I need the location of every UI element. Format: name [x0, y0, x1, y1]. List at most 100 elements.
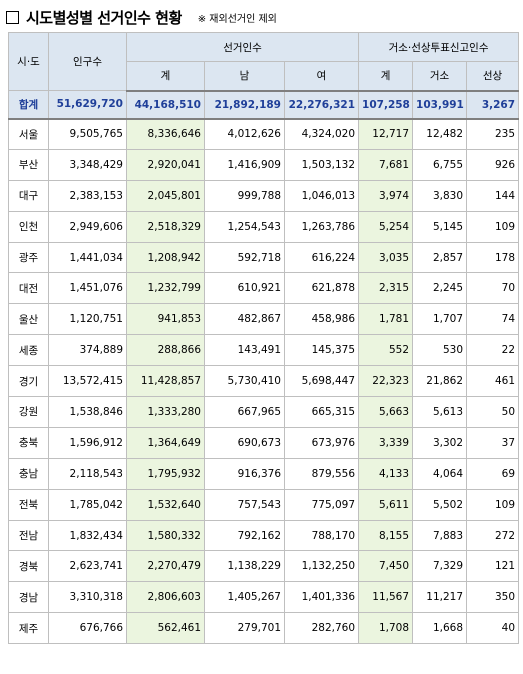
value-cell: 5,145 [412, 210, 468, 243]
value-cell: 51,629,720 [48, 90, 127, 120]
value-cell: 22 [466, 334, 520, 367]
value-cell: 1,441,034 [48, 241, 127, 274]
header-cell: 인구수 [48, 32, 127, 91]
table-row: 세종 374,889 288,866 143,491 145,375 552 530 22 [8, 334, 520, 367]
value-cell: 143,491 [204, 334, 285, 367]
value-cell: 673,976 [283, 426, 360, 459]
value-cell: 3,302 [412, 426, 468, 459]
value-cell: 1,263,786 [283, 210, 360, 243]
region-cell: 충남 [8, 457, 49, 490]
header-cell: 거소·선상투표신고인수 [358, 32, 520, 62]
region-cell: 전북 [8, 488, 49, 521]
region-cell: 광주 [8, 241, 49, 274]
value-cell: 1,532,640 [126, 488, 205, 521]
region-cell: 경기 [8, 365, 49, 398]
value-cell: 676,766 [48, 612, 127, 645]
value-cell: 5,613 [412, 396, 468, 428]
value-cell: 288,866 [126, 334, 205, 367]
value-cell: 5,698,447 [283, 365, 360, 398]
value-cell: 7,450 [358, 550, 414, 583]
value-cell: 11,217 [412, 581, 468, 614]
value-cell: 1,416,909 [204, 148, 285, 181]
value-cell: 1,707 [412, 303, 468, 336]
value-cell: 3,339 [358, 426, 414, 459]
value-cell: 999,788 [204, 179, 285, 212]
value-cell: 12,717 [358, 118, 414, 150]
value-cell: 2,920,041 [126, 148, 205, 181]
value-cell: 69 [466, 457, 520, 490]
header-cell: 계 [358, 61, 414, 92]
header-cell: 선상 [466, 61, 520, 92]
value-cell: 22,323 [358, 365, 414, 398]
value-cell: 8,336,646 [126, 118, 205, 150]
value-cell: 2,270,479 [126, 550, 205, 583]
table-row: 인천 2,949,606 2,518,329 1,254,543 1,263,786 5,… [8, 210, 520, 243]
value-cell: 4,133 [358, 457, 414, 490]
value-cell: 1,832,434 [48, 519, 127, 552]
title: 시도별성별 선거인수 현황 [26, 8, 182, 27]
value-cell: 11,567 [358, 581, 414, 614]
value-cell: 4,064 [412, 457, 468, 490]
value-cell: 1,503,132 [283, 148, 360, 181]
value-cell: 2,383,153 [48, 179, 127, 212]
header-cell: 시·도 [8, 32, 49, 91]
value-cell: 21,892,189 [204, 90, 285, 120]
bullet-box [6, 10, 19, 24]
value-cell: 5,254 [358, 210, 414, 243]
table-body: 합계 51,629,720 44,168,510 21,892,189 22,276,3… [8, 90, 520, 645]
value-cell: 3,348,429 [48, 148, 127, 181]
value-cell: 621,878 [283, 272, 360, 305]
table-row: 대구 2,383,153 2,045,801 999,788 1,046,013 3,97… [8, 179, 520, 212]
table-row: 전북 1,785,042 1,532,640 757,543 775,097 5,611 5… [8, 488, 520, 521]
value-cell: 775,097 [283, 488, 360, 521]
value-cell: 667,965 [204, 396, 285, 428]
value-cell: 107,258 [358, 90, 414, 120]
value-cell: 145,375 [283, 334, 360, 367]
value-cell: 1,451,076 [48, 272, 127, 305]
table-row: 울산 1,120,751 941,853 482,867 458,986 1,781 1,7… [8, 303, 520, 336]
value-cell: 2,315 [358, 272, 414, 305]
value-cell: 7,329 [412, 550, 468, 583]
value-cell: 144 [466, 179, 520, 212]
value-cell: 3,830 [412, 179, 468, 212]
value-cell: 235 [466, 118, 520, 150]
value-cell: 350 [466, 581, 520, 614]
value-cell: 941,853 [126, 303, 205, 336]
value-cell: 1,132,250 [283, 550, 360, 583]
value-cell: 5,730,410 [204, 365, 285, 398]
value-cell: 616,224 [283, 241, 360, 274]
value-cell: 282,760 [283, 612, 360, 645]
header: 시도별성별 선거인수 현황 ※ 재외선거인 제외 [6, 6, 277, 28]
value-cell: 2,245 [412, 272, 468, 305]
value-cell: 70 [466, 272, 520, 305]
table-row: 광주 1,441,034 1,208,942 592,718 616,224 3,035 2… [8, 241, 520, 274]
value-cell: 6,755 [412, 148, 468, 181]
table-row: 충남 2,118,543 1,795,932 916,376 879,556 4,133 4… [8, 457, 520, 490]
value-cell: 178 [466, 241, 520, 274]
value-cell: 109 [466, 488, 520, 521]
value-cell: 3,267 [466, 90, 520, 120]
value-cell: 2,949,606 [48, 210, 127, 243]
value-cell: 1,580,332 [126, 519, 205, 552]
table-row: 전남 1,832,434 1,580,332 792,162 788,170 8,155 7… [8, 519, 520, 552]
value-cell: 7,681 [358, 148, 414, 181]
value-cell: 562,461 [126, 612, 205, 645]
value-cell: 1,254,543 [204, 210, 285, 243]
value-cell: 1,232,799 [126, 272, 205, 305]
value-cell: 9,505,765 [48, 118, 127, 150]
region-cell: 울산 [8, 303, 49, 336]
value-cell: 8,155 [358, 519, 414, 552]
value-cell: 461 [466, 365, 520, 398]
value-cell: 610,921 [204, 272, 285, 305]
region-cell: 경북 [8, 550, 49, 583]
table-row: 대전 1,451,076 1,232,799 610,921 621,878 2,315 2… [8, 272, 520, 305]
region-cell: 대구 [8, 179, 49, 212]
value-cell: 279,701 [204, 612, 285, 645]
value-cell: 2,045,801 [126, 179, 205, 212]
value-cell: 4,012,626 [204, 118, 285, 150]
table-row: 합계 51,629,720 44,168,510 21,892,189 22,276,3… [8, 90, 520, 120]
value-cell: 2,623,741 [48, 550, 127, 583]
value-cell: 22,276,321 [283, 90, 360, 120]
region-cell: 세종 [8, 334, 49, 367]
